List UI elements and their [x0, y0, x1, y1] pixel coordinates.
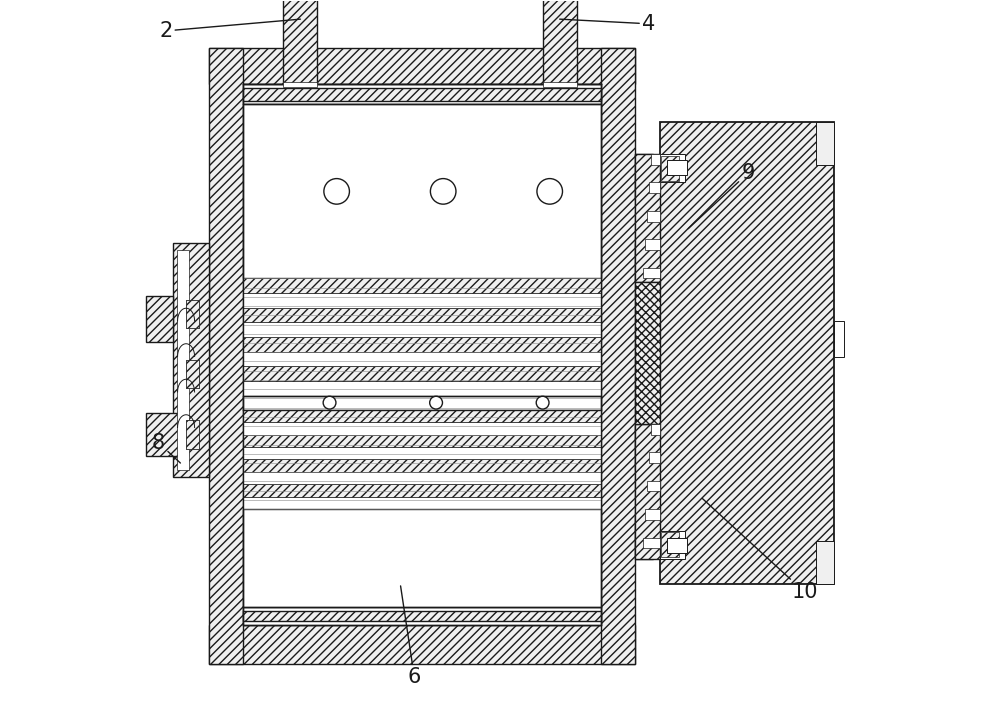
Bar — [243, 278, 601, 293]
Bar — [186, 299, 199, 328]
Bar — [146, 414, 188, 456]
Circle shape — [430, 396, 442, 409]
Bar — [173, 243, 209, 477]
Circle shape — [536, 396, 549, 409]
Bar — [243, 447, 601, 459]
Bar — [243, 104, 601, 278]
Bar — [601, 48, 635, 664]
Bar — [816, 541, 834, 584]
Circle shape — [430, 178, 456, 204]
Bar — [177, 250, 189, 470]
Bar — [186, 421, 199, 448]
Bar — [243, 381, 601, 396]
Bar — [635, 282, 660, 424]
Bar — [243, 308, 601, 322]
Bar — [243, 422, 601, 435]
Bar — [243, 410, 601, 422]
Bar — [543, 0, 577, 84]
Bar — [647, 481, 660, 491]
Bar — [834, 321, 844, 356]
Bar — [243, 366, 601, 381]
Bar — [186, 421, 199, 448]
Bar — [243, 509, 601, 607]
Text: 2: 2 — [159, 19, 300, 41]
Bar — [635, 424, 653, 470]
Bar — [243, 435, 601, 447]
Bar — [209, 48, 243, 664]
Bar — [660, 530, 685, 559]
Bar — [243, 84, 601, 104]
Bar — [283, 83, 317, 86]
Bar — [243, 607, 601, 625]
Bar — [643, 538, 660, 548]
Bar — [816, 122, 834, 165]
Circle shape — [324, 178, 349, 204]
Bar — [243, 88, 601, 101]
Bar — [635, 243, 653, 282]
Bar — [186, 360, 199, 389]
Bar — [667, 160, 687, 175]
Text: 6: 6 — [401, 586, 421, 687]
Bar — [661, 532, 679, 558]
Circle shape — [323, 396, 336, 409]
Bar — [660, 154, 685, 183]
Bar — [543, 83, 577, 86]
Bar — [635, 154, 660, 282]
Bar — [243, 337, 601, 352]
Bar — [667, 538, 687, 553]
Bar — [243, 322, 601, 337]
Text: 8: 8 — [152, 433, 180, 463]
Bar — [243, 352, 601, 366]
Bar — [661, 155, 679, 181]
Bar — [649, 183, 660, 193]
Bar — [635, 424, 660, 559]
Bar — [243, 459, 601, 472]
Bar — [243, 293, 601, 308]
Text: 4: 4 — [560, 14, 655, 34]
Bar — [651, 154, 660, 165]
Bar — [645, 509, 660, 520]
Text: 10: 10 — [702, 498, 818, 602]
Bar — [635, 154, 653, 200]
Bar — [635, 516, 653, 559]
Bar — [643, 267, 660, 278]
Bar — [209, 48, 635, 84]
Text: 9: 9 — [688, 163, 755, 229]
Bar — [647, 211, 660, 222]
Bar — [645, 240, 660, 250]
Bar — [243, 497, 601, 509]
Bar — [649, 452, 660, 463]
Bar — [243, 472, 601, 484]
Bar — [283, 0, 317, 84]
Bar — [243, 611, 601, 622]
Bar — [243, 396, 601, 410]
Bar — [209, 625, 635, 664]
Bar — [186, 360, 199, 389]
Bar — [660, 122, 834, 584]
Bar — [651, 424, 660, 435]
Bar — [186, 299, 199, 328]
Bar — [146, 296, 173, 342]
Bar — [243, 484, 601, 497]
Circle shape — [537, 178, 562, 204]
